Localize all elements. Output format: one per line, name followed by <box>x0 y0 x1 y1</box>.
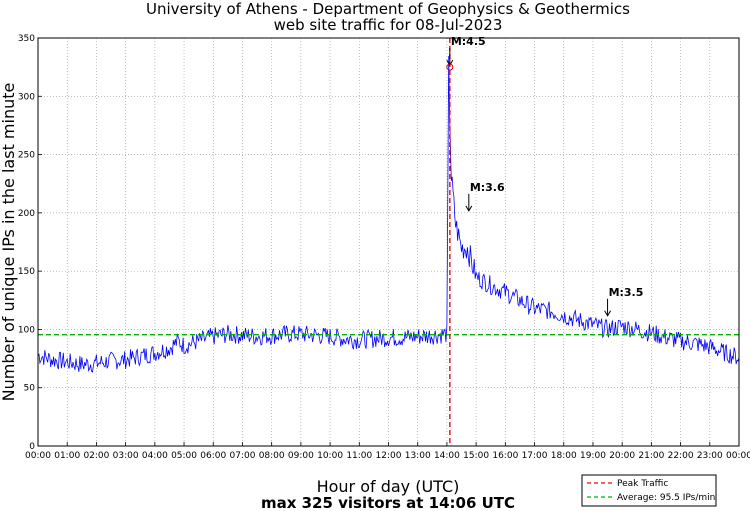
legend-peak-label: Peak Traffic <box>617 479 668 489</box>
y-tick-label: 0 <box>29 442 35 452</box>
grid <box>38 38 739 446</box>
x-tick-label: 23:00 <box>697 451 723 461</box>
chart-title-line1: University of Athens - Department of Geo… <box>146 0 630 18</box>
axis-ticks: 00:00 01:00 02:00 03:00 04:00 05:00 06:00 07:00… <box>18 34 750 461</box>
x-tick-label: 10:00 <box>317 451 343 461</box>
series-line-traffic <box>37 56 740 373</box>
series-layer <box>37 56 740 373</box>
x-tick-label: 00:00 <box>726 451 750 461</box>
x-tick-label: 13:00 <box>405 451 431 461</box>
x-tick-label: 15:00 <box>463 451 489 461</box>
x-tick-label: 02:00 <box>83 451 109 461</box>
x-tick-label: 22:00 <box>668 451 694 461</box>
x-tick-label: 03:00 <box>113 451 139 461</box>
x-tick-label: 21:00 <box>638 451 664 461</box>
chart-subtitle: max 325 visitors at 14:06 UTC <box>261 494 515 511</box>
y-tick-label: 100 <box>18 325 35 335</box>
x-tick-label: 18:00 <box>551 451 577 461</box>
x-tick-label: 11:00 <box>346 451 372 461</box>
legend: Peak Traffic Average: 95.5 IPs/min <box>581 474 717 507</box>
y-tick-label: 350 <box>18 34 35 44</box>
x-tick-label: 16:00 <box>492 451 518 461</box>
reference-lines <box>38 38 739 446</box>
legend-box <box>581 474 717 507</box>
x-axis-label: Hour of day (UTC) <box>317 477 460 496</box>
x-tick-label: 12:00 <box>376 451 402 461</box>
chart-title-line2: web site traffic for 08-Jul-2023 <box>274 16 503 34</box>
x-tick-label: 19:00 <box>580 451 606 461</box>
x-tick-label: 14:00 <box>434 451 460 461</box>
x-tick-label: 09:00 <box>288 451 314 461</box>
x-tick-label: 01:00 <box>54 451 80 461</box>
annotation-arrow-head <box>465 205 473 212</box>
x-tick-label: 08:00 <box>259 451 285 461</box>
x-tick-label: 06:00 <box>200 451 226 461</box>
annotation-label: M:3.6 <box>470 181 505 194</box>
y-tick-label: 300 <box>18 92 35 102</box>
annotation-label: M:4.5 <box>451 35 486 48</box>
x-tick-label: 20:00 <box>609 451 635 461</box>
annotations: M:4.5 M:3.6 M:3.5 <box>446 35 644 317</box>
legend-average-label: Average: 95.5 IPs/min <box>617 493 715 503</box>
annotation-label: M:3.5 <box>609 286 644 299</box>
annotation-arrow-head <box>604 310 611 317</box>
y-axis-label: Number of unique IPs in the last minute <box>0 83 18 402</box>
y-tick-label: 250 <box>18 151 35 161</box>
x-tick-label: 05:00 <box>171 451 197 461</box>
peak-marker <box>446 63 454 71</box>
y-tick-label: 200 <box>18 209 35 219</box>
x-tick-label: 07:00 <box>229 451 255 461</box>
x-tick-label: 17:00 <box>522 451 548 461</box>
annotation-arrow-head <box>446 59 454 67</box>
y-tick-label: 50 <box>24 384 36 394</box>
x-tick-label: 04:00 <box>142 451 168 461</box>
x-tick-label: 00:00 <box>25 451 51 461</box>
y-tick-label: 150 <box>18 267 35 277</box>
